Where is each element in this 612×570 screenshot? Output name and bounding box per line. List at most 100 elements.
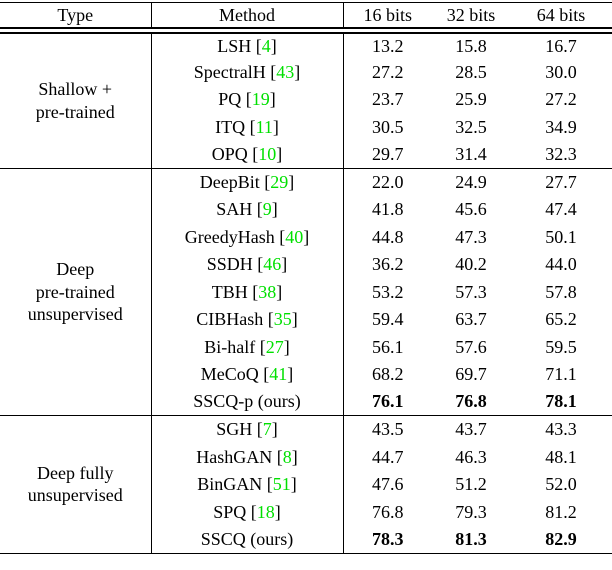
value-cell: 59.4 <box>372 309 404 329</box>
citation-link[interactable]: 38 <box>258 281 277 302</box>
value-cell: 57.3 <box>455 281 487 302</box>
value-cell: 27.2 <box>545 89 577 109</box>
citation-link[interactable]: 27 <box>265 336 284 357</box>
method-cell: MeCoQ [41] <box>151 360 344 388</box>
value-cell: 76.8 <box>372 501 404 522</box>
table-row: SPQ [18] 76.8 79.3 81.2 <box>0 498 612 526</box>
citation-link[interactable]: 43 <box>276 61 295 82</box>
value-cell: 29.7 <box>372 143 404 164</box>
value-cell: 43.7 <box>455 419 487 440</box>
table-section-0: Shallow + pre-trained LSH [4] 13.2 15.8 16.7 S… <box>0 30 612 168</box>
citation-link[interactable]: 18 <box>256 501 275 522</box>
value-cell: 82.9 <box>545 528 577 549</box>
value-cell: 51.2 <box>455 474 487 494</box>
method-cell: LSH [4] <box>151 30 344 58</box>
citation-link[interactable]: 40 <box>285 226 304 247</box>
value-cell: 27.2 <box>372 61 404 82</box>
method-cell: PQ [19] <box>151 85 344 113</box>
header-row: Type Method 16 bits 32 bits 64 bits <box>0 2 612 31</box>
results-table: Type Method 16 bits 32 bits 64 bits Shal… <box>0 2 612 554</box>
method-cell: OPQ [10] <box>151 140 344 168</box>
value-cell: 47.3 <box>455 226 487 247</box>
method-cell: SSCQ-p (ours) <box>151 388 344 416</box>
table-row: Shallow + pre-trained LSH [4] 13.2 15.8 16.7 <box>0 30 612 168</box>
method-cell: SpectralH [43] <box>151 58 344 86</box>
method-cell: HashGAN [8] <box>151 443 344 471</box>
table-row: BinGAN [51] 47.6 51.2 52.0 <box>0 470 612 498</box>
table-row: SSCQ (ours) 78.3 81.3 82.9 <box>0 525 612 553</box>
citation-link[interactable]: 19 <box>251 89 270 109</box>
value-cell: 27.7 <box>545 171 577 192</box>
method-cell: Bi-half [27] <box>151 333 344 361</box>
table-row: MeCoQ [41] 68.2 69.7 71.1 <box>0 360 612 388</box>
value-cell: 44.8 <box>372 226 404 247</box>
value-cell: 13.2 <box>372 35 404 56</box>
table-row: SpectralH [43] 27.2 28.5 30.0 <box>0 58 612 86</box>
table-row: Bi-half [27] 56.1 57.6 59.5 <box>0 333 612 361</box>
value-cell: 57.6 <box>455 336 487 357</box>
citation-link[interactable]: 8 <box>282 446 292 467</box>
value-cell: 30.0 <box>545 61 577 82</box>
value-cell: 69.7 <box>455 364 487 384</box>
method-cell: DeepBit [29] <box>151 168 344 196</box>
value-cell: 36.2 <box>372 254 404 274</box>
value-cell: 44.7 <box>372 446 404 467</box>
value-cell: 53.2 <box>372 281 404 302</box>
value-cell: 63.7 <box>455 309 487 329</box>
table-section-1: Deep pre-trained unsupervised DeepBit [29] 2… <box>0 168 612 416</box>
method-cell: SAH [9] <box>151 195 344 223</box>
method-cell: SGH [7] <box>151 415 344 443</box>
table-row: Deep fully unsupervised SGH [7] 43.5 43.7 43.… <box>0 415 612 553</box>
citation-link[interactable]: 4 <box>261 35 271 56</box>
value-cell: 23.7 <box>372 89 404 109</box>
value-cell: 32.3 <box>545 143 577 164</box>
value-cell: 34.9 <box>545 116 577 137</box>
type-group-label: Deep fully unsupervised <box>0 415 152 553</box>
value-cell: 43.3 <box>545 419 577 440</box>
value-cell: 40.2 <box>455 254 487 274</box>
table-row: SSDH [46] 36.2 40.2 44.0 <box>0 250 612 278</box>
table-row: TBH [38] 53.2 57.3 57.8 <box>0 278 612 306</box>
value-cell: 56.1 <box>372 336 404 357</box>
citation-link[interactable]: 41 <box>269 364 288 384</box>
method-cell: CIBHash [35] <box>151 305 344 333</box>
type-group-label: Shallow + pre-trained <box>0 30 152 168</box>
value-cell: 30.5 <box>372 116 404 137</box>
table-row: OPQ [10] 29.7 31.4 32.3 <box>0 140 612 168</box>
value-cell: 76.8 <box>455 391 487 412</box>
method-cell: BinGAN [51] <box>151 470 344 498</box>
citation-link[interactable]: 7 <box>262 419 272 440</box>
table-header: Type Method 16 bits 32 bits 64 bits <box>0 2 612 31</box>
method-cell: TBH [38] <box>151 278 344 306</box>
table-row: SAH [9] 41.8 45.6 47.4 <box>0 195 612 223</box>
citation-link[interactable]: 10 <box>258 143 277 164</box>
citation-link[interactable]: 11 <box>255 116 273 137</box>
value-cell: 81.2 <box>545 501 577 522</box>
value-cell: 31.4 <box>455 143 487 164</box>
citation-link[interactable]: 51 <box>272 474 291 494</box>
header-type: Type <box>0 2 152 31</box>
citation-link[interactable]: 46 <box>263 254 282 274</box>
value-cell: 48.1 <box>545 446 577 467</box>
method-cell: SPQ [18] <box>151 498 344 526</box>
value-cell: 57.8 <box>545 281 577 302</box>
method-cell: GreedyHash [40] <box>151 223 344 251</box>
value-cell: 45.6 <box>455 199 487 219</box>
value-cell: 25.9 <box>455 89 487 109</box>
table-row: SSCQ-p (ours) 76.1 76.8 78.1 <box>0 388 612 416</box>
value-cell: 22.0 <box>372 171 404 192</box>
table-row: GreedyHash [40] 44.8 47.3 50.1 <box>0 223 612 251</box>
table-row: Deep pre-trained unsupervised DeepBit [29] 2… <box>0 168 612 416</box>
citation-link[interactable]: 29 <box>270 171 289 192</box>
method-cell: SSCQ (ours) <box>151 525 344 553</box>
citation-link[interactable]: 35 <box>273 309 292 329</box>
value-cell: 81.3 <box>455 528 487 549</box>
value-cell: 32.5 <box>455 116 487 137</box>
table-row: HashGAN [8] 44.7 46.3 48.1 <box>0 443 612 471</box>
method-cell: SSDH [46] <box>151 250 344 278</box>
citation-link[interactable]: 9 <box>262 199 272 219</box>
value-cell: 28.5 <box>455 61 487 82</box>
table-row: CIBHash [35] 59.4 63.7 65.2 <box>0 305 612 333</box>
table-row: PQ [19] 23.7 25.9 27.2 <box>0 85 612 113</box>
